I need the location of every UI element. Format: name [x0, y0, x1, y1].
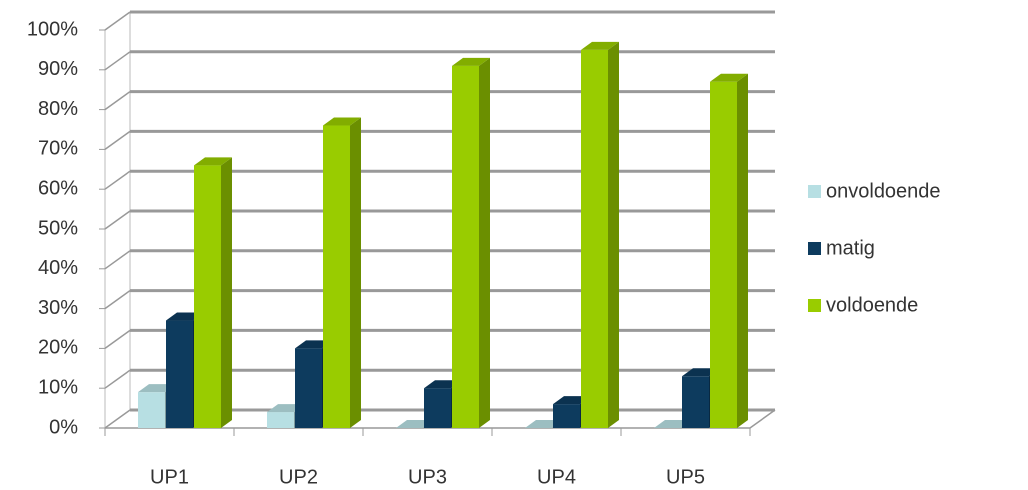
bar-top: [452, 57, 490, 66]
x-tick-label: UP2: [279, 466, 318, 488]
bar: [581, 41, 619, 429]
y-tick-label: 50%: [38, 217, 78, 239]
bar: [323, 117, 361, 429]
x-tick-label: UP3: [408, 466, 447, 488]
bar-front: [710, 81, 737, 429]
bar-side: [479, 57, 490, 428]
y-tick-label: 100%: [27, 18, 78, 40]
legend-label: onvoldoende: [826, 180, 941, 202]
x-tick-label: UP1: [150, 466, 189, 488]
bar-front: [682, 376, 709, 428]
grid-line-side: [104, 289, 131, 310]
bar-front: [452, 65, 479, 428]
grid-line-side: [104, 210, 131, 230]
y-tick-label: 20%: [38, 337, 78, 359]
grid-line-side: [104, 369, 131, 389]
x-tick-label: UP5: [666, 466, 705, 488]
bar-side: [350, 117, 361, 429]
bar: [194, 157, 232, 428]
y-tick-label: 70%: [38, 138, 78, 160]
grid-line-side: [104, 51, 131, 71]
bar-side: [221, 157, 232, 428]
bar-top: [581, 41, 619, 50]
bar-front: [553, 404, 580, 428]
grid-line-side: [104, 170, 131, 190]
bar-front: [323, 125, 350, 429]
grid-line-side: [104, 250, 131, 270]
grid-line-side: [104, 329, 131, 350]
bar-top: [323, 117, 361, 126]
bar-top: [194, 157, 232, 166]
y-tick-label: 0%: [49, 416, 78, 438]
bar: [710, 73, 748, 429]
y-tick-label: 80%: [38, 98, 78, 120]
bar-front: [295, 348, 322, 428]
y-tick-label: 90%: [38, 58, 78, 80]
x-tick-label: UP4: [537, 466, 576, 488]
grid-line-side: [104, 130, 131, 151]
bar: [452, 57, 490, 428]
bar-front: [194, 165, 221, 428]
bar-front: [138, 392, 165, 428]
y-tick-label: 40%: [38, 257, 78, 279]
bar-top: [710, 73, 748, 82]
y-tick-label: 10%: [38, 376, 78, 398]
bar-side: [608, 41, 619, 429]
y-tick-label: 30%: [38, 297, 78, 319]
grid-line-side: [104, 90, 131, 111]
bar-front: [267, 412, 294, 428]
bar-front: [581, 49, 608, 429]
grid-line-side: [104, 11, 131, 31]
grid-line-side: [104, 409, 131, 429]
bar-front: [424, 388, 451, 428]
legend-label: matig: [826, 237, 875, 259]
legend-label: voldoende: [826, 294, 918, 316]
bar-side: [737, 73, 748, 429]
bar-front: [166, 320, 193, 428]
y-tick-label: 60%: [38, 177, 78, 199]
legend-swatch: [808, 299, 821, 312]
legend-swatch: [808, 242, 821, 255]
legend-swatch: [808, 185, 821, 198]
